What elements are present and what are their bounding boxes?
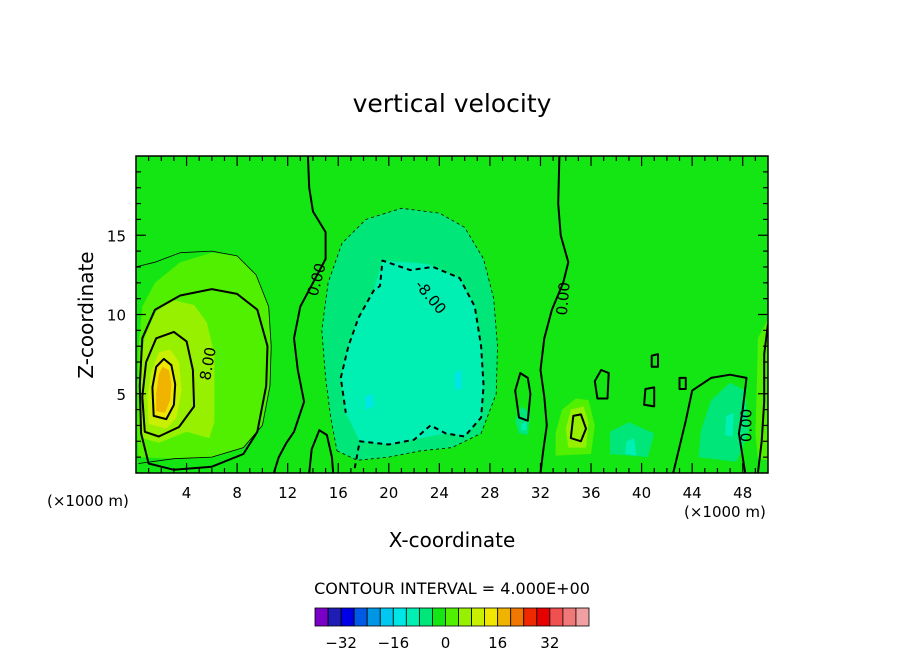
contour-lines xyxy=(136,156,768,473)
colorbar-swatch-11 xyxy=(458,607,472,627)
colorbar-swatch-14 xyxy=(497,607,512,627)
colorbar-swatch-15 xyxy=(510,607,525,627)
colorbar-tick-label--32: −32 xyxy=(325,634,357,652)
y-tick-label-5: 5 xyxy=(116,386,126,404)
x-tick-label-28: 28 xyxy=(480,484,499,502)
contour-line-11 xyxy=(141,330,196,438)
x-tick-label-24: 24 xyxy=(430,484,449,502)
x-tick-label-40: 40 xyxy=(632,484,651,502)
colorbar-swatch-6 xyxy=(392,607,407,627)
colorbar-swatch-0 xyxy=(314,607,329,627)
colorbar-swatch-4 xyxy=(366,607,381,627)
contour-line-4 xyxy=(672,373,748,473)
contour-line-1 xyxy=(308,429,335,473)
x-tick-label-32: 32 xyxy=(531,484,550,502)
chart-title: vertical velocity xyxy=(353,89,552,118)
colorbar-tick-label-32: 32 xyxy=(540,634,559,652)
x-tick-label-8: 8 xyxy=(232,484,242,502)
contour-fill-level--8-1 xyxy=(625,438,637,456)
colorbar-swatch-2 xyxy=(340,607,355,627)
colorbar-tick-label--16: −16 xyxy=(377,634,409,652)
contour-line-12 xyxy=(151,357,177,421)
contour-label-2: 0.00 xyxy=(553,281,574,316)
colorbar-swatch-12 xyxy=(471,607,486,627)
y-tick-label-15: 15 xyxy=(107,227,126,245)
contour-fill-level--8-0 xyxy=(340,260,484,445)
colorbar-swatch-1 xyxy=(327,607,342,627)
x-tick-label-20: 20 xyxy=(379,484,398,502)
colorbar-swatch-5 xyxy=(379,607,394,627)
colorbar-swatch-8 xyxy=(418,607,433,627)
colorbar-swatch-3 xyxy=(353,607,368,627)
contour-line-8 xyxy=(678,376,687,390)
contour-line-15 xyxy=(321,207,498,461)
contour-fill-level--4-3 xyxy=(698,382,749,462)
x-tick-label-4: 4 xyxy=(182,484,192,502)
contour-fill-level-20-0 xyxy=(156,366,172,413)
contour-line-14 xyxy=(339,259,485,469)
x-tick-label-44: 44 xyxy=(683,484,702,502)
contour-fill-level--12-0 xyxy=(364,393,374,410)
contour-line-5 xyxy=(514,372,532,422)
contour-line-13 xyxy=(569,413,587,443)
contour-fill-level--12-1 xyxy=(454,368,463,391)
contour-fill-level--8-2 xyxy=(725,412,734,437)
colorbar-swatch-19 xyxy=(562,607,577,627)
plot-area: 0.00 -8.00 0.008.000.00 xyxy=(136,156,768,473)
x-tick-label-36: 36 xyxy=(581,484,600,502)
contour-line-10 xyxy=(138,288,269,471)
colorbar-tick-label-0: 0 xyxy=(441,634,451,652)
contour-line-6 xyxy=(593,369,610,400)
colorbar-swatch-7 xyxy=(405,607,420,627)
contour-label-4: 0.00 xyxy=(738,409,756,442)
x-tick-label-12: 12 xyxy=(278,484,297,502)
y-tick-label-10: 10 xyxy=(107,307,126,325)
contour-line-9 xyxy=(650,353,659,368)
colorbar-swatch-13 xyxy=(484,607,499,627)
colorbar-swatch-9 xyxy=(432,607,446,627)
colorbar-swatch-20 xyxy=(575,607,590,627)
y-axis-label: Z-coordinate xyxy=(74,251,98,378)
x-tick-label-16: 16 xyxy=(329,484,348,502)
x-axis: 4 8 12 16 20 24 28 32 36 40 44 48 xyxy=(148,156,756,502)
colorbar-swatch-16 xyxy=(523,607,538,627)
contour-line-2 xyxy=(539,156,570,473)
contour-interval-note: CONTOUR INTERVAL = 4.000E+00 xyxy=(314,579,590,598)
contour-line-7 xyxy=(643,386,656,408)
shaded-contour-fills xyxy=(136,156,768,473)
x-axis-label: X-coordinate xyxy=(389,528,516,552)
y-axis: 5 10 15 xyxy=(107,171,768,458)
colorbar-swatch-10 xyxy=(445,607,459,627)
colorbar-swatch-17 xyxy=(536,607,551,627)
contour-line-3 xyxy=(756,323,768,473)
colorbar: −32 −16 0 16 32 xyxy=(314,607,590,652)
contour-fill-level--8-3 xyxy=(521,422,527,431)
contour-line-16 xyxy=(136,250,272,464)
x-axis-unit: (×1000 m) xyxy=(684,503,766,521)
colorbar-swatch-18 xyxy=(549,607,564,627)
colorbar-tick-label-16: 16 xyxy=(488,634,507,652)
y-axis-unit: (×1000 m) xyxy=(47,492,129,510)
contour-line-0 xyxy=(272,156,327,473)
x-tick-label-48: 48 xyxy=(733,484,752,502)
contour-label-3: 8.00 xyxy=(196,346,220,382)
